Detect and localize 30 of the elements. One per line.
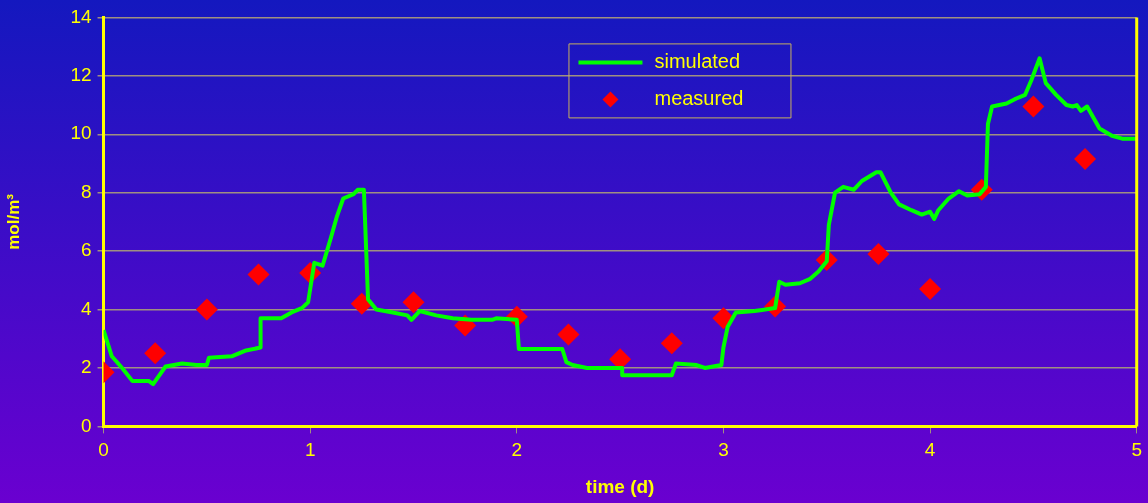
- legend-label: measured: [654, 86, 744, 109]
- y-tick-label: 6: [80, 239, 92, 261]
- point: [660, 332, 683, 355]
- point: [1022, 95, 1045, 118]
- y-tick-label: 14: [70, 5, 92, 27]
- y-tick-label: 2: [80, 356, 92, 378]
- y-tick-label: 12: [70, 64, 92, 86]
- x-tick-label: 4: [924, 439, 936, 461]
- x-axis-title: time (d): [585, 475, 655, 497]
- x-tick-label: 2: [511, 439, 523, 461]
- point: [712, 307, 735, 330]
- y-tick-label: 4: [80, 297, 92, 319]
- point: [195, 298, 218, 321]
- x-tick-label: 1: [304, 439, 316, 461]
- point: [350, 292, 373, 315]
- point: [144, 342, 167, 365]
- x-tick-label: 3: [718, 439, 729, 461]
- y-tick-label: 8: [80, 180, 92, 202]
- point: [867, 243, 890, 266]
- point: [1074, 148, 1097, 171]
- point: [247, 263, 270, 286]
- point: [557, 323, 580, 346]
- point: [402, 291, 425, 314]
- y-tick-label: 10: [70, 122, 92, 144]
- x-tick-label: 5: [1131, 439, 1143, 461]
- x-tick-label: 0: [98, 439, 109, 461]
- legend-label: simulated: [654, 49, 741, 72]
- y-tick-label: 0: [80, 414, 92, 436]
- y-axis-title: mol/m³: [3, 193, 23, 250]
- point: [919, 278, 942, 301]
